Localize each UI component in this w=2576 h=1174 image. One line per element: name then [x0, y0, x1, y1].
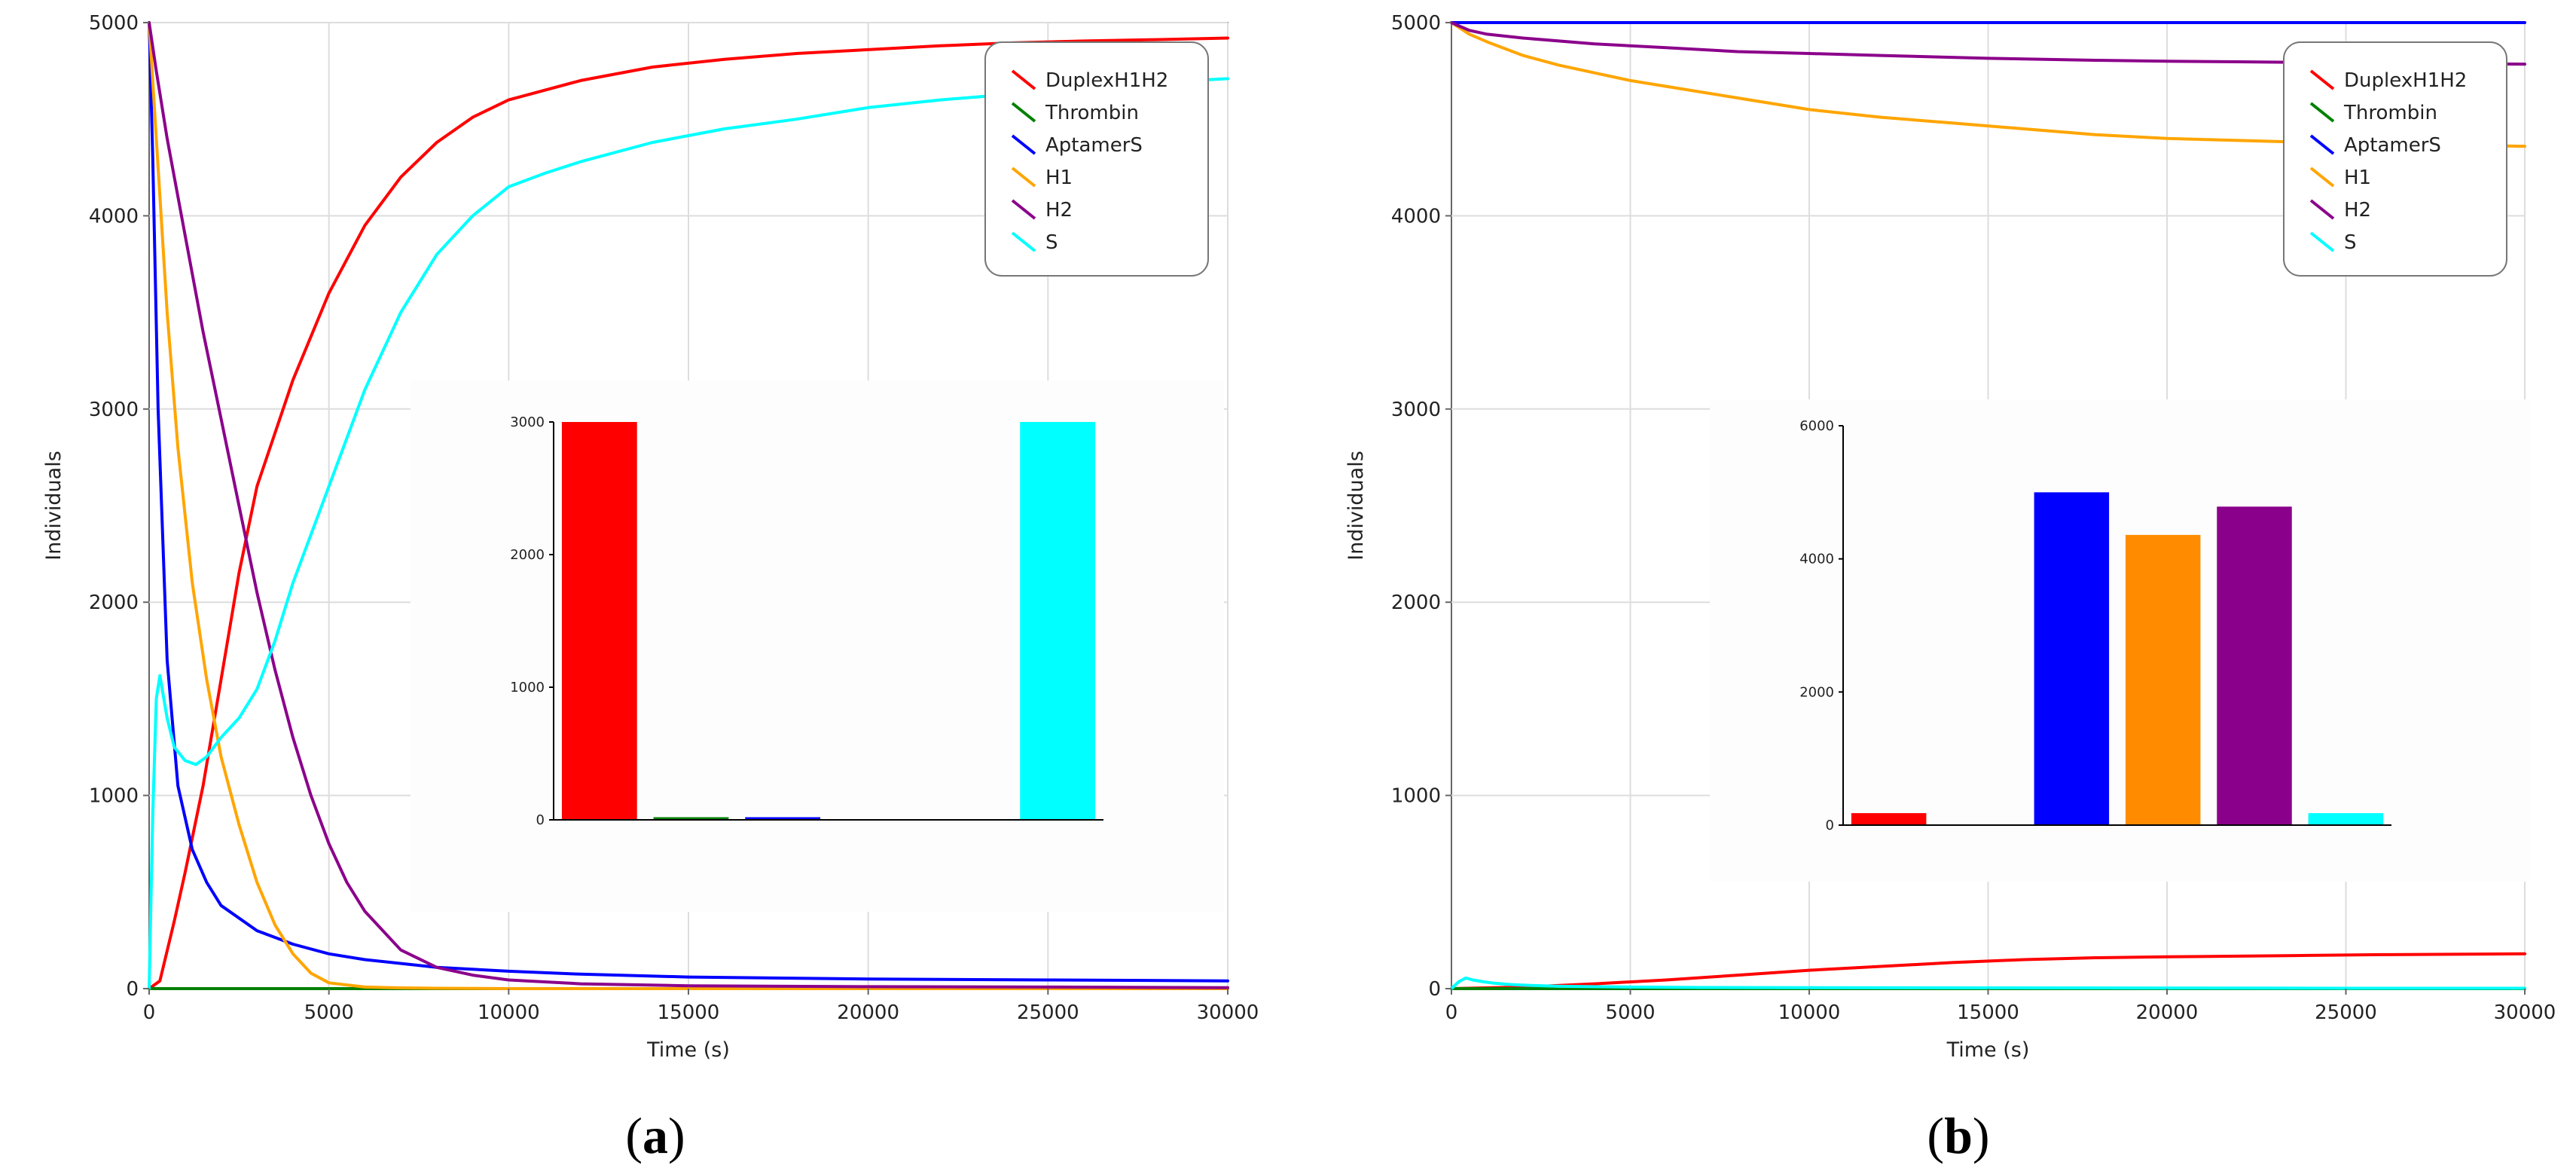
inset-ytick-label: 2000: [510, 547, 545, 563]
legend-swatch-H2: [2309, 199, 2335, 220]
legend-entry-DuplexH1H2: DuplexH1H2: [2344, 69, 2467, 92]
ytick-label: 4000: [89, 205, 139, 228]
xtick-label: 5000: [304, 1001, 354, 1024]
xtick-label: 10000: [1778, 1001, 1841, 1024]
series-line-DuplexH1H2: [1450, 952, 2526, 990]
panel-caption: (a): [625, 1107, 685, 1164]
legend-swatch-H1: [1011, 167, 1036, 188]
ytick-label: 3000: [89, 399, 139, 421]
ytick-label: 3000: [1391, 399, 1441, 421]
series-line-H1: [148, 21, 1229, 990]
legend-entry-H1: H1: [1045, 167, 1073, 189]
inset-bar-DuplexH1H2: [561, 422, 637, 820]
legend-swatch-AptamerS: [2309, 134, 2335, 155]
inset-bar-S: [1020, 422, 1096, 820]
legend-entry-H1: H1: [2344, 167, 2371, 189]
xtick-label: 0: [1445, 1001, 1458, 1024]
inset-background: [1710, 399, 2531, 882]
xtick-label: 0: [143, 1001, 156, 1024]
xtick-label: 5000: [1605, 1001, 1655, 1024]
panel-caption: (b): [1927, 1107, 1989, 1164]
inset-background: [411, 381, 1224, 912]
inset-bar-AptamerS: [745, 817, 821, 820]
ytick-label: 2000: [1391, 592, 1441, 614]
ytick-label: 0: [126, 978, 139, 1001]
ytick-label: 2000: [89, 592, 139, 614]
inset-ytick-label: 2000: [1799, 684, 1834, 700]
y-axis-label: Individuals: [42, 451, 66, 561]
legend-swatch-Thrombin: [1011, 102, 1036, 123]
ytick-label: 5000: [89, 12, 139, 35]
xtick-label: 30000: [2494, 1001, 2556, 1024]
legend-entry-S: S: [2344, 231, 2357, 254]
inset-bar-H2: [2217, 506, 2292, 825]
inset-ytick-label: 4000: [1799, 552, 1834, 567]
inset-bar-S: [2308, 813, 2384, 825]
legend-box: [2283, 41, 2507, 277]
xtick-label: 15000: [1957, 1001, 2019, 1024]
ytick-label: 4000: [1391, 205, 1441, 228]
xtick-label: 20000: [2136, 1001, 2199, 1024]
legend-swatch-S: [1011, 231, 1036, 252]
xtick-label: 20000: [837, 1001, 899, 1024]
inset-ytick-label: 0: [1826, 818, 1834, 833]
series-line-DuplexH1H2: [148, 36, 1229, 990]
legend-swatch-H2: [1011, 199, 1036, 220]
xtick-label: 25000: [2315, 1001, 2377, 1024]
legend-swatch-Thrombin: [2309, 102, 2335, 123]
legend-swatch-H1: [2309, 167, 2335, 188]
inset-bar-AptamerS: [2034, 492, 2110, 825]
series-line-S: [1450, 976, 2526, 990]
legend-entry-AptamerS: AptamerS: [1045, 134, 1143, 157]
inset-ytick-label: 3000: [510, 414, 545, 430]
xtick-label: 10000: [478, 1001, 540, 1024]
inset-bar-H1: [2125, 534, 2201, 825]
legend-entry-AptamerS: AptamerS: [2344, 134, 2441, 157]
xtick-label: 30000: [1197, 1001, 1259, 1024]
xtick-label: 25000: [1017, 1001, 1079, 1024]
legend-box: [984, 41, 1209, 277]
legend-swatch-DuplexH1H2: [1011, 69, 1036, 90]
legend-entry-Thrombin: Thrombin: [1045, 102, 1139, 124]
legend-entry-H2: H2: [2344, 199, 2371, 222]
legend-entry-Thrombin: Thrombin: [2343, 102, 2437, 124]
legend-swatch-DuplexH1H2: [2309, 69, 2335, 90]
inset-bar-DuplexH1H2: [1851, 813, 1927, 825]
series-line-AptamerS: [148, 21, 1229, 983]
series-line-S: [148, 77, 1229, 990]
inset-ytick-label: 0: [536, 812, 545, 828]
ytick-label: 5000: [1391, 12, 1441, 35]
legend-entry-H2: H2: [1045, 199, 1073, 222]
inset-bar-Thrombin: [653, 817, 729, 820]
inset-ytick-label: 1000: [510, 680, 545, 696]
legend-swatch-S: [2309, 231, 2335, 252]
legend-entry-S: S: [1045, 231, 1058, 254]
series-line-H2: [148, 21, 1229, 989]
legend-swatch-AptamerS: [1011, 134, 1036, 155]
x-axis-label: Time (s): [646, 1038, 730, 1062]
ytick-label: 1000: [1391, 785, 1441, 808]
legend-entry-DuplexH1H2: DuplexH1H2: [1045, 69, 1168, 92]
inset-ytick-label: 6000: [1799, 418, 1834, 434]
ytick-label: 1000: [89, 785, 139, 808]
xtick-label: 15000: [658, 1001, 720, 1024]
y-axis-label: Individuals: [1344, 451, 1368, 561]
x-axis-label: Time (s): [1946, 1038, 2030, 1062]
ytick-label: 0: [1428, 978, 1441, 1001]
